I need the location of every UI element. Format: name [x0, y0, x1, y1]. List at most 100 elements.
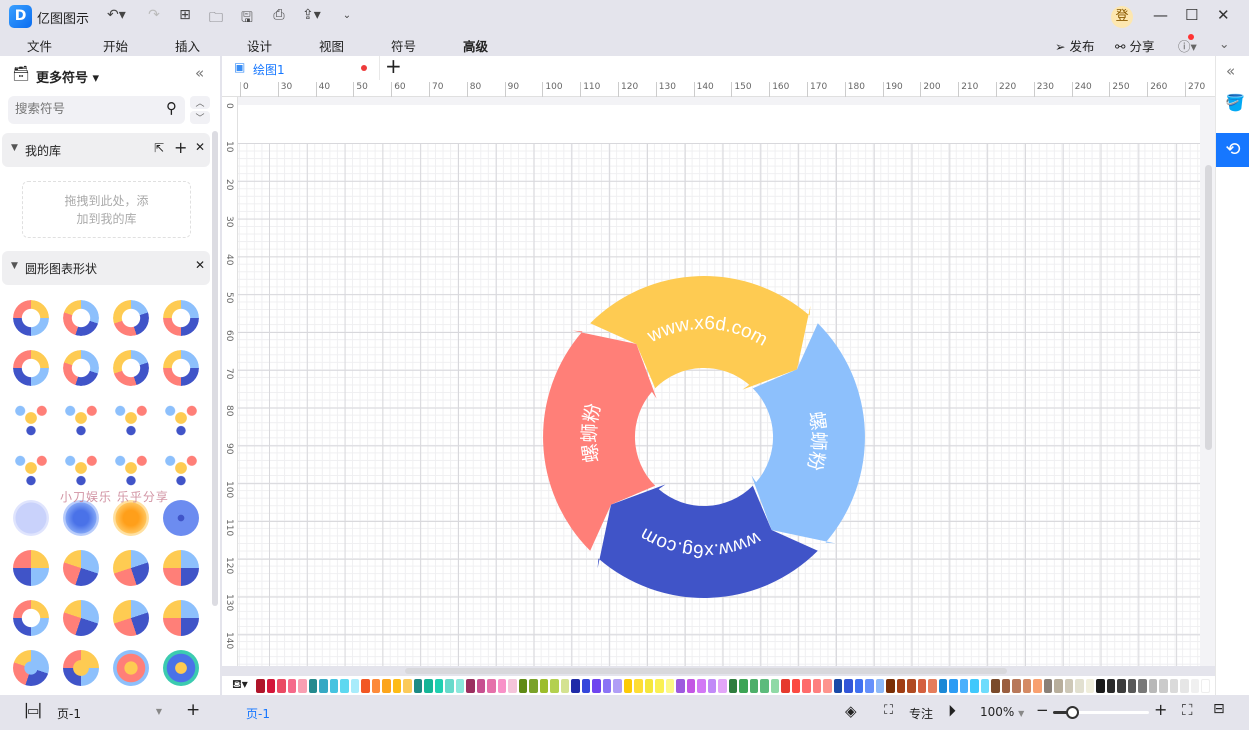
- page-layout-icon[interactable]: ▕▭▏: [17, 704, 50, 719]
- color-swatch[interactable]: [1022, 678, 1031, 693]
- new-icon[interactable]: ⊞: [179, 7, 191, 23]
- color-swatch[interactable]: [256, 678, 265, 693]
- circle-chart-shape-thumbnail[interactable]: [113, 500, 149, 536]
- color-swatch[interactable]: [1001, 678, 1010, 693]
- zoom-slider-handle[interactable]: [1066, 706, 1080, 719]
- color-swatch[interactable]: [875, 678, 884, 693]
- color-swatch[interactable]: [886, 678, 895, 693]
- publish-button[interactable]: ➢ 发布: [1055, 36, 1094, 55]
- circle-chart-shape-thumbnail[interactable]: [13, 400, 49, 436]
- page-select[interactable]: 页-1 ▼: [57, 707, 162, 721]
- share-button[interactable]: ⚯ 分享: [1115, 36, 1154, 55]
- color-swatch[interactable]: [529, 678, 538, 693]
- color-swatch[interactable]: [1085, 678, 1094, 693]
- color-swatch[interactable]: [896, 678, 905, 693]
- cycle-segment[interactable]: [543, 330, 657, 551]
- color-swatch[interactable]: [403, 678, 412, 693]
- color-swatch[interactable]: [980, 678, 989, 693]
- circle-chart-shape-thumbnail[interactable]: [63, 600, 99, 636]
- layers-icon[interactable]: ◈: [845, 702, 857, 720]
- color-swatch[interactable]: [634, 678, 643, 693]
- fullscreen-icon[interactable]: ⛶: [1182, 701, 1193, 719]
- circle-chart-shape-thumbnail[interactable]: [63, 650, 99, 686]
- fit-width-icon[interactable]: ⊟: [1213, 701, 1225, 717]
- help-button[interactable]: ⓘ ▾: [1178, 34, 1197, 55]
- color-swatch[interactable]: [581, 678, 590, 693]
- color-swatch[interactable]: [1012, 678, 1021, 693]
- zoom-in-button[interactable]: +: [1154, 700, 1168, 719]
- collapse-ribbon-icon[interactable]: ⌄: [1219, 36, 1230, 51]
- color-swatch[interactable]: [728, 678, 737, 693]
- color-swatch[interactable]: [770, 678, 779, 693]
- circle-chart-shape-thumbnail[interactable]: [13, 550, 49, 586]
- color-swatch[interactable]: [476, 678, 485, 693]
- color-swatch[interactable]: [539, 678, 548, 693]
- add-page-button[interactable]: +: [186, 700, 201, 720]
- collapse-panel-icon[interactable]: «: [195, 64, 205, 82]
- color-swatch[interactable]: [298, 678, 307, 693]
- menu-view[interactable]: 视图: [319, 39, 345, 54]
- color-swatch[interactable]: [697, 678, 706, 693]
- more-symbols-dropdown[interactable]: 更多符号 ▾: [36, 71, 100, 86]
- color-swatch[interactable]: [812, 678, 821, 693]
- search-input[interactable]: [15, 102, 155, 116]
- color-swatch[interactable]: [907, 678, 916, 693]
- color-swatch[interactable]: [392, 678, 401, 693]
- color-swatch[interactable]: [686, 678, 695, 693]
- circle-chart-shape-thumbnail[interactable]: [13, 350, 49, 386]
- my-library-header[interactable]: ▼ 我的库 ⇱ + ✕: [2, 133, 210, 167]
- color-swatch[interactable]: [1043, 678, 1052, 693]
- export-icon[interactable]: ⇪▾: [302, 7, 321, 23]
- color-swatch[interactable]: [665, 678, 674, 693]
- zoom-out-button[interactable]: −: [1036, 701, 1049, 719]
- color-swatch[interactable]: [823, 678, 832, 693]
- circle-chart-shape-thumbnail[interactable]: [63, 550, 99, 586]
- circle-chart-shape-thumbnail[interactable]: [113, 400, 149, 436]
- color-swatch[interactable]: [833, 678, 842, 693]
- panel-scrollbar[interactable]: [212, 131, 218, 606]
- color-swatch[interactable]: [991, 678, 1000, 693]
- color-swatch[interactable]: [613, 678, 622, 693]
- more-icon[interactable]: ⌄: [342, 10, 352, 21]
- tab-drawing-1[interactable]: ▣ 绘图1: [222, 56, 380, 80]
- color-swatch[interactable]: [781, 678, 790, 693]
- color-swatch[interactable]: [949, 678, 958, 693]
- color-swatch[interactable]: [1159, 678, 1168, 693]
- color-swatch[interactable]: [1054, 678, 1063, 693]
- color-swatch[interactable]: [1148, 678, 1157, 693]
- color-swatch[interactable]: [518, 678, 527, 693]
- color-swatch[interactable]: [455, 678, 464, 693]
- color-swatch[interactable]: [1064, 678, 1073, 693]
- color-swatch[interactable]: [739, 678, 748, 693]
- color-swatch[interactable]: [1169, 678, 1178, 693]
- library-drop-zone[interactable]: 拖拽到此处，添 加到我的库: [22, 181, 191, 238]
- color-swatch[interactable]: [1138, 678, 1147, 693]
- add-tab-button[interactable]: +: [385, 54, 402, 78]
- circle-chart-shapes-header[interactable]: ▼ 圆形图表形状 ✕: [2, 251, 210, 285]
- color-swatch[interactable]: [497, 678, 506, 693]
- color-swatch[interactable]: [434, 678, 443, 693]
- focus-mode-button[interactable]: 专注: [909, 707, 934, 721]
- color-swatch[interactable]: [707, 678, 716, 693]
- color-swatch[interactable]: [550, 678, 559, 693]
- circle-chart-shape-thumbnail[interactable]: [13, 500, 49, 536]
- circle-chart-shape-thumbnail[interactable]: [113, 300, 149, 336]
- circle-chart-shape-thumbnail[interactable]: [163, 350, 199, 386]
- menu-home[interactable]: 开始: [103, 39, 129, 54]
- color-swatch[interactable]: [602, 678, 611, 693]
- symbol-search[interactable]: ⚲: [8, 96, 185, 124]
- circle-chart-shape-thumbnail[interactable]: [163, 300, 199, 336]
- menu-symbol[interactable]: 符号: [391, 39, 417, 54]
- circle-chart-shape-thumbnail[interactable]: [63, 400, 99, 436]
- color-swatch[interactable]: [1180, 678, 1189, 693]
- color-swatch[interactable]: [1117, 678, 1126, 693]
- cycle-segment[interactable]: [597, 484, 818, 598]
- color-swatch[interactable]: [1033, 678, 1042, 693]
- color-swatch[interactable]: [308, 678, 317, 693]
- color-swatch[interactable]: [1106, 678, 1115, 693]
- circle-chart-shape-thumbnail[interactable]: [163, 650, 199, 686]
- paint-bucket-icon[interactable]: 🪣: [1225, 93, 1245, 112]
- circle-chart-shape-thumbnail[interactable]: [163, 400, 199, 436]
- import-icon[interactable]: ⇱: [154, 141, 165, 155]
- zoom-select[interactable]: 100% ▼: [980, 705, 1025, 719]
